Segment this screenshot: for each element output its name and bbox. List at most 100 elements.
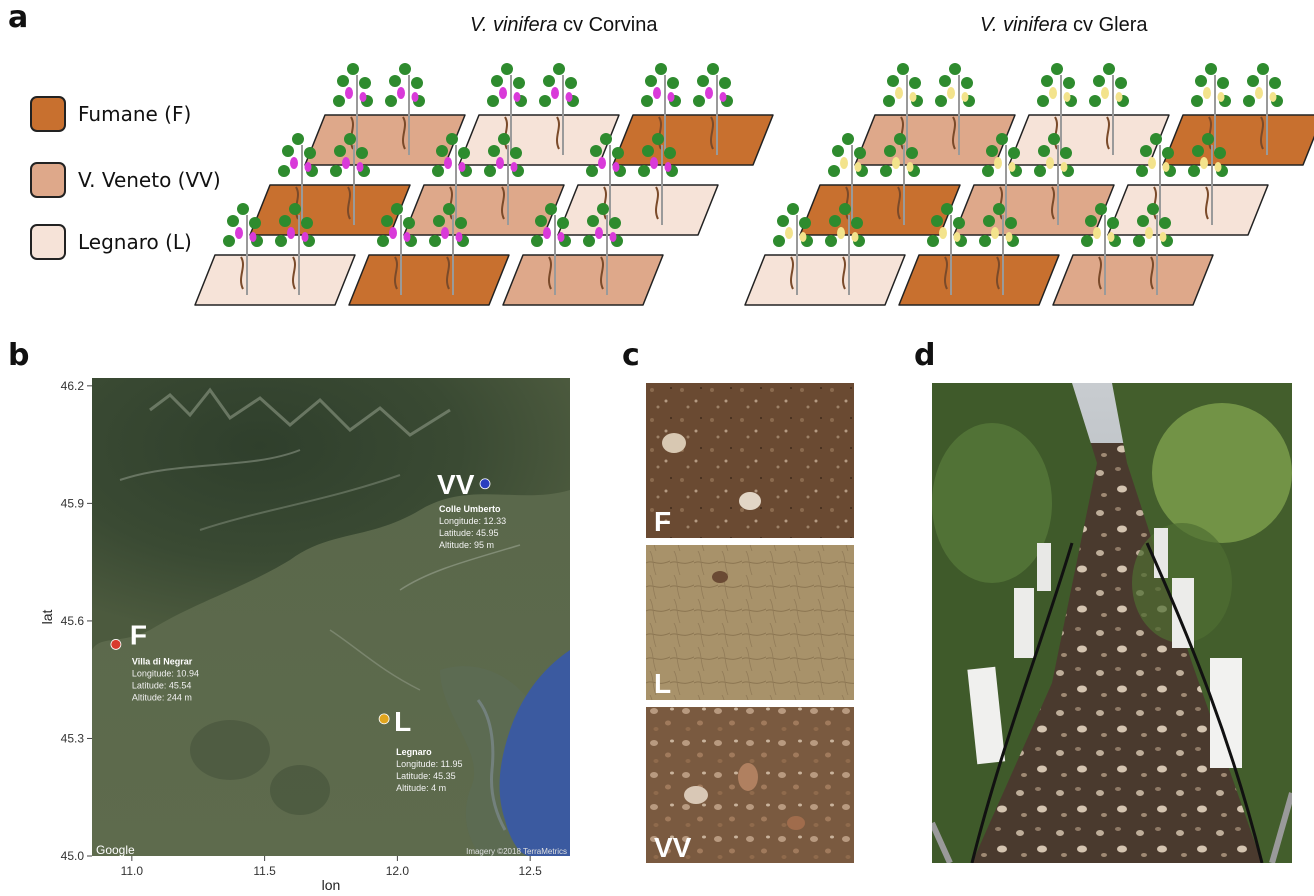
vineyard-photo bbox=[932, 383, 1292, 863]
vine-leaf bbox=[1089, 95, 1101, 107]
grape-cluster bbox=[389, 227, 397, 239]
grape-cluster bbox=[840, 157, 848, 169]
vine-leaf bbox=[1150, 133, 1162, 145]
vine-leaf bbox=[337, 75, 349, 87]
vine-leaf bbox=[391, 203, 403, 215]
vine-leaf bbox=[1191, 95, 1203, 107]
vine-leaf bbox=[953, 217, 965, 229]
vine-leaf bbox=[1195, 75, 1207, 87]
vine-leaf bbox=[664, 147, 676, 159]
vine-trunk bbox=[1051, 186, 1055, 220]
grape-cluster bbox=[1148, 157, 1156, 169]
legend-swatch-legnaro bbox=[30, 224, 66, 260]
vine-leaf bbox=[587, 215, 599, 227]
vine-leaf bbox=[1136, 165, 1148, 177]
vine-leaf bbox=[347, 63, 359, 75]
vine-trunk bbox=[952, 116, 956, 150]
grape-cluster bbox=[1200, 157, 1208, 169]
grape-cluster bbox=[650, 157, 658, 169]
vine-leaf bbox=[543, 75, 555, 87]
vine-leaf bbox=[983, 215, 995, 227]
vine-leaf bbox=[825, 235, 837, 247]
vine-leaf bbox=[1269, 77, 1281, 89]
panel-letter-a: a bbox=[8, 0, 29, 35]
vine-trunk bbox=[1205, 186, 1209, 220]
vine-leaf bbox=[333, 95, 345, 107]
grape-cluster bbox=[1049, 87, 1057, 99]
vine-trunk bbox=[402, 116, 406, 150]
plot-glera-l bbox=[744, 203, 906, 306]
vine-leaf bbox=[935, 95, 947, 107]
plot-soil-f bbox=[799, 184, 961, 236]
vine-leaf bbox=[249, 217, 261, 229]
vine-leaf bbox=[773, 235, 785, 247]
vine-leaf bbox=[292, 133, 304, 145]
vine-leaf bbox=[227, 215, 239, 227]
y-axis-label: lat bbox=[39, 610, 55, 625]
vine-leaf bbox=[719, 77, 731, 89]
vine-leaf bbox=[301, 217, 313, 229]
site-marker bbox=[378, 713, 390, 725]
vine-leaf bbox=[1243, 95, 1255, 107]
plot-soil-l bbox=[744, 254, 906, 306]
x-tick-label: 12.0 bbox=[386, 864, 410, 878]
vine-trunk bbox=[446, 256, 450, 290]
plot-soil-l bbox=[194, 254, 356, 306]
vine-leaf bbox=[223, 235, 235, 247]
cultivar-title-corvina: V. vinifera cv Corvina bbox=[470, 14, 658, 36]
plot-corvina-f bbox=[348, 203, 510, 306]
vine-leaf bbox=[513, 77, 525, 89]
vine-leaf bbox=[652, 133, 664, 145]
site-info-line: Longitude: 11.95 bbox=[396, 759, 462, 769]
grape-cluster bbox=[1255, 87, 1263, 99]
vine-leaf bbox=[304, 147, 316, 159]
grape-cluster bbox=[667, 92, 675, 102]
vine-trunk bbox=[1098, 256, 1102, 290]
grape-cluster bbox=[1093, 227, 1101, 239]
vine-leaf bbox=[531, 235, 543, 247]
grape-cluster bbox=[719, 92, 727, 102]
vine-trunk bbox=[845, 186, 849, 220]
vine-trunk bbox=[603, 186, 607, 220]
panel-letter-d: d bbox=[914, 338, 936, 373]
plot-soil-l bbox=[458, 114, 620, 166]
grape-cluster bbox=[235, 227, 243, 239]
plot-glera-f bbox=[1162, 63, 1314, 166]
vine-leaf bbox=[436, 145, 448, 157]
vine-leaf bbox=[1093, 75, 1105, 87]
imagery-credit: Imagery ©2018 TerraMetrics bbox=[466, 847, 567, 856]
vine-leaf bbox=[597, 203, 609, 215]
vine-trunk bbox=[658, 116, 662, 150]
grape-cluster bbox=[444, 157, 452, 169]
site-info-line: Longitude: 12.33 bbox=[439, 516, 506, 526]
vine-leaf bbox=[501, 63, 513, 75]
plot-soil-l bbox=[1008, 114, 1170, 166]
grape-cluster bbox=[499, 87, 507, 99]
vine-leaf bbox=[799, 217, 811, 229]
plot-corvina-vv bbox=[502, 203, 664, 306]
grape-cluster bbox=[598, 157, 606, 169]
vine-trunk bbox=[295, 186, 299, 220]
grape-cluster bbox=[1115, 92, 1123, 102]
site-name: Villa di Negrar bbox=[132, 656, 193, 666]
grape-cluster bbox=[397, 87, 405, 99]
vine-trunk bbox=[999, 186, 1003, 220]
grape-cluster bbox=[837, 227, 845, 239]
vine-leaf bbox=[645, 75, 657, 87]
plot-soil-vv bbox=[502, 254, 664, 306]
vine-leaf bbox=[787, 203, 799, 215]
legend-label-fumane: Fumane (F) bbox=[78, 102, 192, 126]
vine-leaf bbox=[894, 133, 906, 145]
map-sites: VV Colle Umberto Longitude: 12.33 Latitude:… bbox=[110, 469, 506, 793]
vine-leaf bbox=[883, 95, 895, 107]
site-info-line: Latitude: 45.54 bbox=[132, 680, 192, 690]
vine-leaf bbox=[484, 165, 496, 177]
grape-cluster bbox=[1217, 92, 1225, 102]
grape-cluster bbox=[895, 87, 903, 99]
grape-cluster bbox=[510, 162, 518, 172]
grape-cluster bbox=[1107, 232, 1115, 242]
grape-cluster bbox=[356, 162, 364, 172]
plot-soil-vv bbox=[1052, 254, 1214, 306]
plot-soil-vv bbox=[854, 114, 1016, 166]
grape-cluster bbox=[909, 92, 917, 102]
